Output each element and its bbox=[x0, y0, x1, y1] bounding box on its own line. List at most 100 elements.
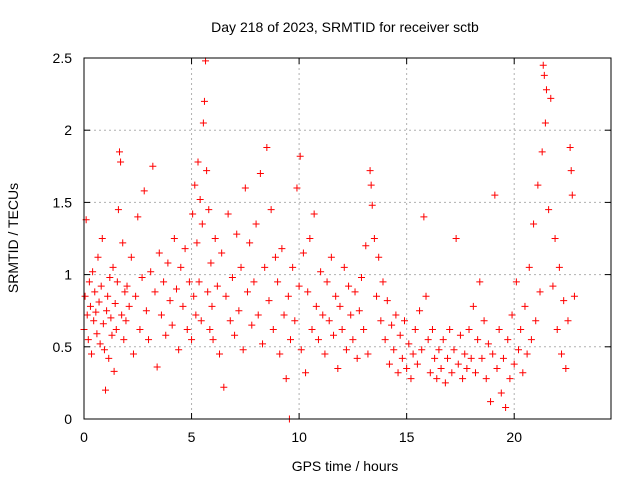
data-point bbox=[551, 235, 559, 242]
data-point bbox=[122, 317, 130, 325]
data-point bbox=[351, 288, 359, 296]
data-point bbox=[202, 57, 210, 65]
data-point bbox=[191, 181, 199, 189]
data-point bbox=[134, 213, 142, 221]
data-point bbox=[185, 278, 193, 286]
data-point bbox=[364, 350, 372, 358]
data-point bbox=[269, 325, 277, 333]
data-point bbox=[416, 307, 424, 315]
data-point bbox=[396, 331, 404, 339]
data-point bbox=[527, 336, 535, 344]
data-point bbox=[452, 235, 460, 242]
grid bbox=[84, 58, 611, 419]
data-point bbox=[226, 317, 234, 325]
data-point bbox=[106, 273, 114, 281]
data-point bbox=[115, 148, 123, 156]
data-point bbox=[121, 288, 129, 296]
data-point bbox=[487, 398, 495, 406]
data-point bbox=[206, 325, 214, 333]
data-point bbox=[181, 245, 189, 253]
data-point bbox=[441, 379, 449, 387]
data-point bbox=[532, 317, 540, 325]
data-point bbox=[248, 321, 256, 329]
data-point bbox=[502, 403, 510, 411]
data-point bbox=[474, 336, 482, 344]
data-point bbox=[291, 317, 299, 325]
data-point bbox=[383, 297, 391, 305]
data-point bbox=[259, 340, 267, 348]
data-point bbox=[454, 360, 462, 368]
data-point bbox=[495, 325, 503, 333]
data-point bbox=[411, 325, 419, 333]
x-tick-label: 20 bbox=[506, 429, 522, 445]
data-point bbox=[157, 311, 165, 319]
data-point bbox=[567, 167, 575, 175]
data-point bbox=[392, 311, 400, 319]
data-point bbox=[375, 253, 383, 261]
data-point bbox=[433, 375, 441, 383]
data-point bbox=[564, 317, 572, 325]
data-point bbox=[342, 346, 350, 354]
data-point bbox=[84, 336, 92, 344]
data-point bbox=[448, 369, 456, 377]
data-point bbox=[506, 375, 514, 383]
data-point bbox=[336, 302, 344, 310]
data-point bbox=[183, 325, 191, 333]
data-point bbox=[160, 278, 168, 286]
data-point bbox=[91, 288, 99, 296]
data-point bbox=[195, 278, 203, 286]
data-point bbox=[310, 210, 318, 218]
data-point bbox=[286, 336, 294, 344]
data-point bbox=[267, 206, 275, 214]
data-point bbox=[325, 317, 333, 325]
data-point bbox=[196, 196, 204, 204]
data-point bbox=[243, 288, 251, 296]
data-point bbox=[83, 311, 91, 319]
data-point bbox=[390, 346, 398, 354]
data-point bbox=[379, 278, 387, 286]
data-point bbox=[403, 364, 411, 372]
data-point bbox=[510, 360, 518, 368]
data-point bbox=[162, 331, 170, 339]
data-point bbox=[394, 369, 402, 377]
data-point bbox=[345, 282, 353, 290]
data-point bbox=[484, 340, 492, 348]
data-point bbox=[465, 325, 473, 333]
y-tick-label: 1.5 bbox=[53, 194, 73, 210]
data-point bbox=[542, 86, 550, 94]
data-point bbox=[109, 263, 117, 271]
data-point bbox=[179, 302, 187, 310]
data-point bbox=[207, 259, 215, 267]
data-point bbox=[250, 278, 258, 286]
data-point bbox=[349, 336, 357, 344]
data-point bbox=[197, 317, 205, 325]
data-point bbox=[94, 253, 102, 261]
data-point bbox=[469, 302, 477, 310]
data-point bbox=[147, 268, 155, 276]
data-point bbox=[142, 307, 150, 315]
data-point bbox=[568, 191, 576, 199]
data-point bbox=[420, 213, 428, 221]
data-point bbox=[295, 282, 303, 290]
data-point bbox=[338, 325, 346, 333]
data-point bbox=[555, 263, 563, 271]
data-points bbox=[80, 57, 578, 423]
data-point bbox=[541, 119, 549, 127]
data-point bbox=[218, 249, 226, 257]
data-point bbox=[549, 282, 557, 290]
data-point bbox=[525, 263, 533, 271]
data-point bbox=[347, 311, 355, 319]
data-point bbox=[304, 288, 312, 296]
plot-frame bbox=[83, 57, 612, 420]
data-point bbox=[289, 263, 297, 271]
data-point bbox=[478, 354, 486, 362]
data-point bbox=[355, 307, 363, 315]
data-point bbox=[89, 268, 97, 276]
data-point bbox=[93, 330, 101, 338]
data-point bbox=[388, 321, 396, 329]
data-point bbox=[241, 184, 249, 192]
data-point bbox=[239, 346, 247, 354]
data-point bbox=[280, 311, 288, 319]
data-point bbox=[166, 297, 174, 305]
data-point bbox=[398, 354, 406, 362]
